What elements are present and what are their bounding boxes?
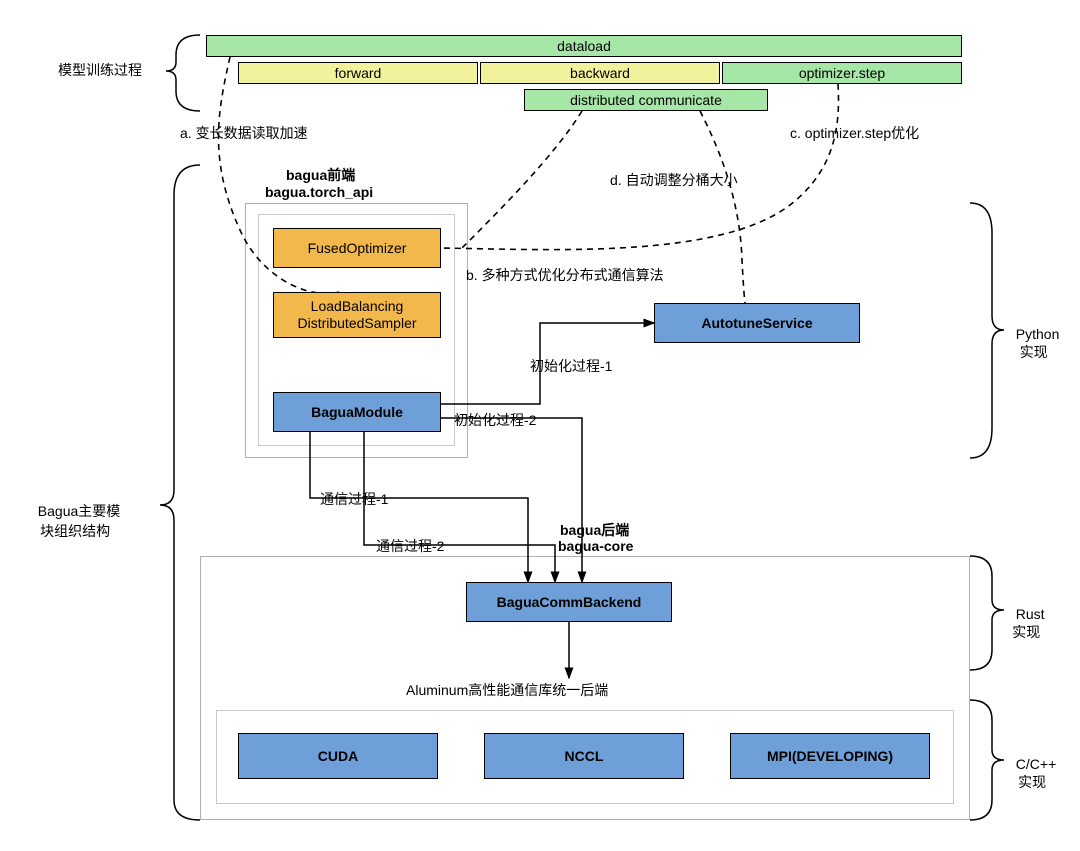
fused-optimizer-label: FusedOptimizer: [308, 240, 407, 256]
backend-header-1: bagua后端: [560, 520, 629, 540]
bar-dist-comm-label: distributed communicate: [570, 92, 722, 108]
mpi-label: MPI(DEVELOPING): [767, 748, 893, 764]
autotune-label: AutotuneService: [701, 315, 812, 331]
box-fused-optimizer: FusedOptimizer: [273, 228, 441, 268]
comm-backend-label: BaguaCommBackend: [497, 594, 642, 610]
box-autotune-service: AutotuneService: [654, 303, 860, 343]
label-training: 模型训练过程: [58, 60, 142, 80]
frontend-header-1: bagua前端: [286, 165, 355, 185]
rhs-label-rust: Rust 实现: [1008, 590, 1045, 642]
bar-forward: forward: [238, 62, 478, 84]
box-mpi: MPI(DEVELOPING): [730, 733, 930, 779]
rhs-label-cpp: C/C++ 实现: [1008, 740, 1056, 792]
brace-training: [166, 35, 200, 111]
annotation-b: b. 多种方式优化分布式通信算法: [466, 265, 664, 285]
box-nccl: NCCL: [484, 733, 684, 779]
flow-label-init1: 初始化过程-1: [530, 356, 612, 376]
bar-optimizer-step: optimizer.step: [722, 62, 962, 84]
aluminum-label: Aluminum高性能通信库统一后端: [406, 680, 608, 700]
bar-backward: backward: [480, 62, 720, 84]
nccl-label: NCCL: [565, 748, 604, 764]
box-bagua-module: BaguaModule: [273, 392, 441, 432]
box-bagua-comm-backend: BaguaCommBackend: [466, 582, 672, 622]
backend-header-2: bagua-core: [558, 538, 633, 554]
label-bagua-structure: Bagua主要模 块组织结构: [30, 485, 120, 541]
flow-label-init2: 初始化过程-2: [454, 410, 536, 430]
brace-bagua-structure: [160, 165, 200, 820]
bar-dataload: dataload: [206, 35, 962, 57]
load-balancing-label: LoadBalancing DistributedSampler: [297, 298, 416, 333]
brace-python: [970, 203, 1004, 458]
rhs-label-python: Python 实现: [1008, 310, 1059, 362]
bagua-module-label: BaguaModule: [311, 404, 403, 420]
frontend-header-2: bagua.torch_api: [265, 184, 373, 200]
flow-label-comm2: 通信过程-2: [376, 536, 444, 556]
annotation-d: d. 自动调整分桶大小: [610, 170, 738, 190]
box-cuda: CUDA: [238, 733, 438, 779]
flow-label-comm1: 通信过程-1: [320, 489, 388, 509]
annotation-c: c. optimizer.step优化: [790, 123, 919, 143]
bar-backward-label: backward: [570, 65, 630, 81]
bar-distributed-communicate: distributed communicate: [524, 89, 768, 111]
bar-optimizer-step-label: optimizer.step: [799, 65, 885, 81]
brace-rust: [970, 556, 1004, 670]
bar-dataload-label: dataload: [557, 38, 611, 54]
bar-forward-label: forward: [335, 65, 382, 81]
box-load-balancing: LoadBalancing DistributedSampler: [273, 292, 441, 338]
annotation-a: a. 变长数据读取加速: [180, 123, 308, 143]
cuda-label: CUDA: [318, 748, 358, 764]
brace-cpp: [970, 700, 1004, 820]
dashed-b: [460, 111, 582, 250]
dashed-d: [700, 111, 745, 303]
